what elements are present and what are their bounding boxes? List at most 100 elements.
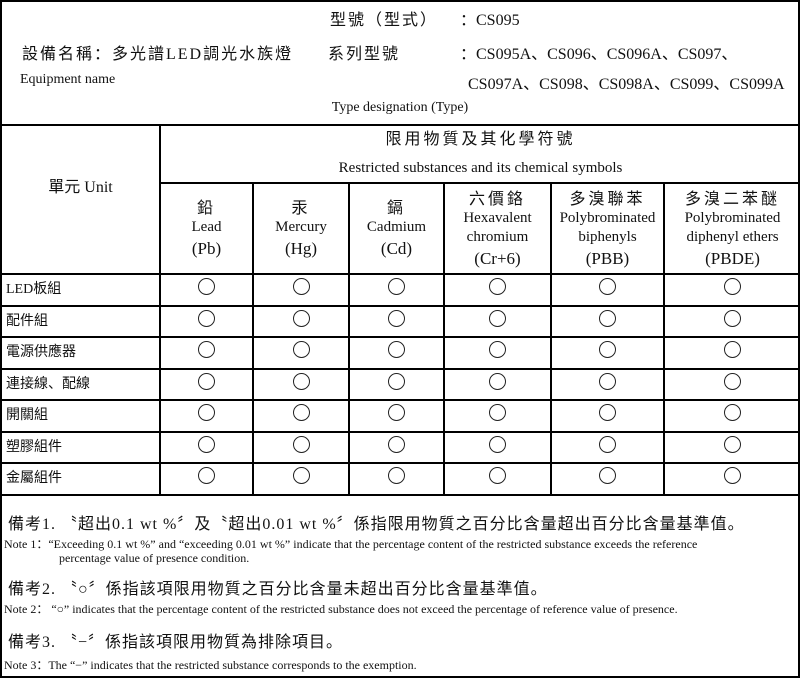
mark-cell	[550, 462, 665, 496]
circle-mark-icon	[198, 467, 215, 485]
circle-mark-icon	[724, 372, 742, 390]
circle-mark-icon	[388, 467, 405, 485]
mark-cell	[159, 336, 254, 370]
circle-mark-icon	[724, 404, 742, 422]
mark-cell	[252, 430, 350, 464]
column-header: 鉛 Lead (Pb)	[159, 182, 254, 275]
circle-mark-icon	[388, 404, 405, 422]
series-label: 系列型號	[328, 46, 401, 63]
mark-cell	[443, 367, 552, 401]
column-cn: 多溴二苯醚	[685, 190, 781, 208]
column-header: 多溴聯苯 Polybrominated biphenyls (PBB)	[550, 182, 665, 275]
circle-mark-icon	[198, 435, 215, 453]
column-header: 六價鉻 Hexavalent chromium (Cr+6)	[443, 182, 552, 275]
mark-cell	[159, 430, 254, 464]
column-en: Polybrominated biphenyls	[559, 209, 656, 245]
unit-cell: 開關組	[0, 399, 161, 433]
circle-mark-icon	[388, 372, 405, 390]
column-cn: 汞	[291, 200, 311, 217]
type-value: ：CS095	[460, 12, 520, 29]
column-cn: 多溴聯苯	[569, 190, 646, 208]
mark-cell	[550, 430, 665, 464]
column-header: 汞 Mercury (Hg)	[252, 182, 350, 275]
circle-mark-icon	[724, 309, 742, 327]
circle-mark-icon	[599, 467, 616, 485]
mark-cell	[252, 399, 350, 433]
series-value-line1: ：CS095A、CS096、CS096A、CS097、	[460, 46, 738, 63]
note-2-cn: 備考2. 〝○〞係指該項限用物質之百分比含量未超出百分比含量基準值。	[8, 581, 548, 598]
mark-cell	[252, 336, 350, 370]
table-row: 開關組	[0, 399, 800, 433]
circle-mark-icon	[198, 404, 215, 422]
circle-mark-icon	[489, 309, 506, 327]
mark-cell	[252, 304, 350, 338]
column-symbol: (Hg)	[284, 239, 318, 258]
mark-cell	[662, 304, 800, 338]
restricted-substances-table: 單元 Unit 限用物質及其化學符號 Restricted substances…	[0, 124, 800, 496]
circle-mark-icon	[292, 404, 310, 422]
circle-mark-icon	[388, 309, 405, 327]
unit-cell: 連接線、配線	[0, 367, 161, 401]
table-row: LED板組	[0, 273, 800, 307]
note-3-en: Note 3：The “−” indicates that the restri…	[4, 658, 417, 672]
mark-cell	[550, 367, 665, 401]
mark-cell	[443, 304, 552, 338]
group-header: 限用物質及其化學符號 Restricted substances and its…	[158, 124, 800, 184]
circle-mark-icon	[292, 467, 310, 485]
mark-cell	[348, 430, 445, 464]
column-header: 多溴二苯醚 Polybrominated diphenyl ethers (PBDE…	[662, 182, 800, 275]
circle-mark-icon	[599, 372, 616, 390]
table-row: 連接線、配線	[0, 367, 800, 401]
table-row: 電源供應器	[0, 336, 800, 370]
mark-cell	[159, 273, 254, 307]
series-value-line2: CS097A、CS098、CS098A、CS099、CS099A	[468, 76, 785, 93]
unit-cell: 電源供應器	[0, 336, 161, 370]
circle-mark-icon	[599, 278, 616, 296]
mark-cell	[550, 273, 665, 307]
column-symbol: (Pb)	[191, 239, 222, 258]
circle-mark-icon	[724, 435, 742, 453]
mark-cell	[443, 430, 552, 464]
column-header: 鎘 Cadmium (Cd)	[348, 182, 445, 275]
type-label: 型號（型式）	[330, 12, 439, 29]
equipment-name-en: Equipment name	[20, 72, 116, 87]
note-1-en2: percentage value of presence condition.	[59, 551, 250, 565]
column-cn: 六價鉻	[468, 190, 526, 208]
mark-cell	[159, 399, 254, 433]
circle-mark-icon	[599, 404, 616, 422]
circle-mark-icon	[198, 372, 215, 390]
column-en: Hexavalent chromium	[463, 209, 532, 245]
column-en: Cadmium	[366, 219, 427, 235]
group-header-cn: 限用物質及其化學符號	[385, 131, 576, 148]
column-symbol: (Cd)	[380, 239, 413, 258]
circle-mark-icon	[724, 278, 742, 296]
unit-header: 單元 Unit	[0, 124, 161, 275]
circle-mark-icon	[489, 435, 506, 453]
circle-mark-icon	[292, 278, 310, 296]
mark-cell	[159, 462, 254, 496]
mark-cell	[159, 367, 254, 401]
mark-cell	[252, 367, 350, 401]
group-header-en: Restricted substances and its chemical s…	[338, 160, 623, 176]
unit-cell: 塑膠組件	[0, 430, 161, 464]
circle-mark-icon	[198, 278, 215, 296]
mark-cell	[550, 399, 665, 433]
type-designation: Type designation (Type)	[331, 100, 469, 115]
mark-cell	[348, 462, 445, 496]
circle-mark-icon	[724, 341, 742, 359]
mark-cell	[443, 273, 552, 307]
circle-mark-icon	[198, 309, 215, 327]
mark-cell	[348, 304, 445, 338]
mark-cell	[348, 336, 445, 370]
circle-mark-icon	[292, 372, 310, 390]
circle-mark-icon	[292, 341, 310, 359]
mark-cell	[662, 399, 800, 433]
mark-cell	[662, 273, 800, 307]
note-1-cn: 備考1. 〝超出0.1 wt %〞及〝超出0.01 wt %〞係指限用物質之百分…	[8, 516, 745, 533]
circle-mark-icon	[198, 341, 215, 359]
unit-cell: LED板組	[0, 273, 161, 307]
column-cn: 鎘	[386, 200, 406, 217]
mark-cell	[443, 336, 552, 370]
column-symbol: (PBB)	[585, 248, 630, 268]
circle-mark-icon	[599, 435, 616, 453]
